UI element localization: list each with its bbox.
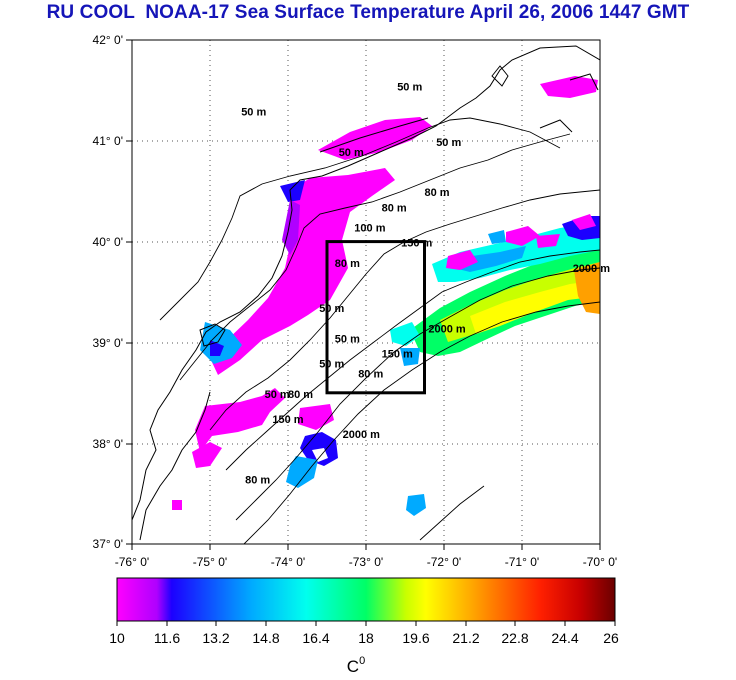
lat-label-38: 38° 0' — [93, 437, 123, 451]
study-area-box — [325, 240, 426, 395]
contour-label: 100 m — [354, 223, 385, 235]
colorbar-tick-label: 14.8 — [252, 630, 279, 646]
lat-label-41: 41° 0' — [93, 134, 123, 148]
contour-label: 80 m — [288, 389, 313, 401]
lon-label-73: -73° 0' — [349, 555, 383, 569]
lon-label-74: -74° 0' — [271, 555, 305, 569]
contour-label: 80 m — [382, 202, 407, 214]
lat-label-42: 42° 0' — [93, 33, 123, 47]
contour-label: 80 m — [358, 369, 383, 381]
latitude-labels: 42° 0' 41° 0' 40° 0' 39° 0' 38° 0' 37° 0… — [93, 33, 123, 551]
contour-label: 50 m — [339, 147, 364, 159]
colorbar-tick-label: 18 — [358, 630, 374, 646]
lat-label-37: 37° 0' — [93, 537, 123, 551]
colorbar-ticks — [116, 621, 616, 626]
sst-data-layer — [172, 76, 600, 516]
colorbar-tick-label: 24.4 — [551, 630, 578, 646]
coastline — [132, 45, 600, 541]
contour-label: 2000 m — [428, 323, 466, 335]
axis-ticks — [126, 39, 601, 550]
contour-label: 50 m — [319, 303, 344, 315]
lon-label-76: -76° 0' — [115, 555, 149, 569]
colorbar-tick-label: 26 — [603, 630, 619, 646]
contour-label: 50 m — [241, 107, 266, 119]
colorbar-tick-label: 22.8 — [501, 630, 528, 646]
contour-label: 150 m — [401, 238, 432, 250]
colorbar-tick-label: 11.6 — [154, 630, 180, 646]
contour-label: 50 m — [265, 389, 290, 401]
colorbar-tick-label: 16.4 — [302, 630, 329, 646]
contour-label: 80 m — [245, 475, 270, 487]
colorbar: 10 11.6 13.2 14.8 16.4 18 19.6 21.2 22.8… — [109, 577, 619, 676]
contour-label: 150 m — [272, 414, 303, 426]
colorbar-tick-label: 13.2 — [202, 630, 229, 646]
longitude-labels: -76° 0' -75° 0' -74° 0' -73° 0' -72° 0' … — [115, 555, 617, 569]
contour-label: 50 m — [319, 359, 344, 371]
contour-label: 150 m — [382, 349, 413, 361]
colorbar-tick-label: 21.2 — [452, 630, 479, 646]
contour-label: 50 m — [436, 137, 461, 149]
contour-label: 50 m — [335, 333, 360, 345]
lon-label-71: -71° 0' — [505, 555, 539, 569]
lon-label-72: -72° 0' — [427, 555, 461, 569]
lon-label-70: -70° 0' — [583, 555, 617, 569]
contour-label: 80 m — [425, 187, 450, 199]
colorbar-tick-label: 10 — [109, 630, 125, 646]
contour-label: 2000 m — [573, 263, 611, 275]
colorbar-gradient — [117, 578, 615, 621]
colorbar-tick-label: 19.6 — [402, 630, 429, 646]
contour-label: 80 m — [335, 258, 360, 270]
lat-label-39: 39° 0' — [93, 336, 123, 350]
lon-label-75: -75° 0' — [193, 555, 227, 569]
colorbar-unit-label: C0 — [347, 655, 365, 676]
map-title: RU COOL NOAA-17 Sea Surface Temperature … — [46, 2, 690, 23]
contour-label: 2000 m — [343, 429, 381, 441]
contour-label: 50 m — [397, 81, 422, 93]
lat-label-40: 40° 0' — [93, 235, 123, 249]
bathymetry-contours — [159, 117, 600, 544]
